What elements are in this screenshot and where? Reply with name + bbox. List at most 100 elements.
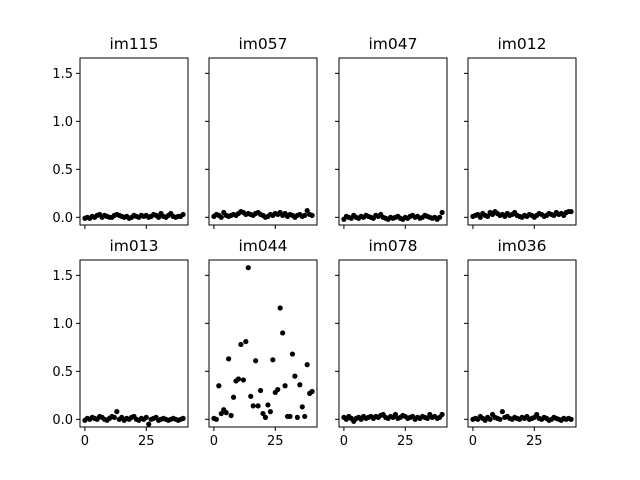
y-tick-label: 1.5 <box>52 269 73 284</box>
data-point <box>275 386 281 393</box>
data-point <box>439 209 445 216</box>
panel-title: im013 <box>110 237 159 255</box>
panel-im115: im115 0.0 0.5 1.0 1.5 <box>52 35 189 229</box>
data-point <box>260 410 266 417</box>
panel-title: im115 <box>110 35 159 53</box>
panel-title: im044 <box>239 237 288 255</box>
data-point <box>262 414 269 420</box>
data-point <box>277 305 283 311</box>
data-point <box>309 212 315 218</box>
data-point <box>424 415 430 421</box>
data-point <box>255 403 261 409</box>
panel-title: im047 <box>369 35 418 53</box>
data-point <box>485 213 491 219</box>
panel-im078: im078 0 25 <box>335 237 448 449</box>
panel-title: im078 <box>369 237 418 255</box>
data-point <box>218 410 224 417</box>
y-tick-label: 0.0 <box>52 211 73 226</box>
data-point <box>568 416 574 422</box>
data-point <box>499 409 505 415</box>
data-point <box>226 356 232 362</box>
data-point <box>143 414 149 420</box>
panel-im013: im013 0.0 0.5 1.0 1.5 0 25 <box>52 237 189 449</box>
data-point <box>282 383 288 389</box>
data-point <box>280 330 286 336</box>
data-point <box>146 421 152 427</box>
panel-title: im036 <box>498 237 547 255</box>
panel-title: im012 <box>498 35 547 53</box>
data-point <box>253 358 259 364</box>
axes-frame <box>208 57 318 226</box>
axes-frame <box>208 259 318 428</box>
data-point <box>477 214 483 220</box>
panel-im044: im044 0 25 <box>205 237 318 449</box>
data-point <box>294 414 300 420</box>
x-tick-label: 0 <box>340 434 348 449</box>
data-point <box>216 383 222 389</box>
data-point <box>299 404 305 410</box>
data-point <box>230 394 237 400</box>
data-point <box>155 214 162 220</box>
x-tick-label: 25 <box>526 434 543 449</box>
data-point <box>250 403 256 409</box>
axes-frame <box>79 259 189 428</box>
data-point <box>257 387 264 394</box>
panel-im012: im012 <box>464 35 577 229</box>
data-point <box>218 214 224 220</box>
panel-im036: im036 0 25 <box>464 237 577 449</box>
y-tick-label: 0.5 <box>52 365 73 380</box>
data-point <box>265 402 271 408</box>
data-point <box>180 415 186 421</box>
axes-frame <box>338 57 448 226</box>
data-point <box>439 411 445 418</box>
data-point <box>240 377 246 383</box>
x-tick-label: 25 <box>267 434 284 449</box>
x-tick-label: 0 <box>469 434 477 449</box>
data-point <box>309 388 315 395</box>
data-point <box>487 416 493 422</box>
x-tick-label: 25 <box>397 434 414 449</box>
panel-title: im057 <box>239 35 288 53</box>
data-point <box>437 214 443 220</box>
data-point <box>302 212 308 218</box>
axes-frame <box>467 57 577 226</box>
axes-frame <box>338 259 448 428</box>
panel-im057: im057 <box>205 35 318 229</box>
data-point <box>111 414 117 420</box>
data-point <box>213 416 219 422</box>
y-tick-label: 0.5 <box>52 163 73 178</box>
data-point <box>497 416 503 422</box>
axes-frame <box>79 57 189 226</box>
x-tick-label: 25 <box>138 434 155 449</box>
axes-frame <box>467 259 577 428</box>
data-point <box>270 357 276 363</box>
data-point <box>248 393 254 399</box>
data-point <box>304 208 310 214</box>
data-point <box>392 411 399 418</box>
y-tick-label: 1.0 <box>52 115 73 130</box>
panel-im047: im047 <box>335 35 448 229</box>
y-tick-label: 1.5 <box>52 67 73 82</box>
x-tick-label: 0 <box>81 434 89 449</box>
data-point <box>267 409 273 415</box>
data-point <box>223 410 229 416</box>
data-point <box>302 413 308 420</box>
y-tick-label: 1.0 <box>52 317 73 332</box>
data-point <box>235 376 242 382</box>
data-point <box>297 382 303 388</box>
data-point <box>292 373 298 379</box>
data-point <box>243 338 249 345</box>
data-point <box>568 208 574 215</box>
data-point <box>304 362 310 368</box>
data-point <box>289 351 296 357</box>
data-point <box>534 411 540 418</box>
data-point <box>238 341 244 348</box>
panels-container: im115 0.0 0.5 1.0 1.5 im057 im047 im012 im013 0.0… <box>52 35 577 449</box>
data-point <box>180 211 186 218</box>
data-point <box>287 413 293 420</box>
x-tick-label: 0 <box>210 434 218 449</box>
data-point <box>114 409 120 415</box>
data-point <box>245 265 251 271</box>
